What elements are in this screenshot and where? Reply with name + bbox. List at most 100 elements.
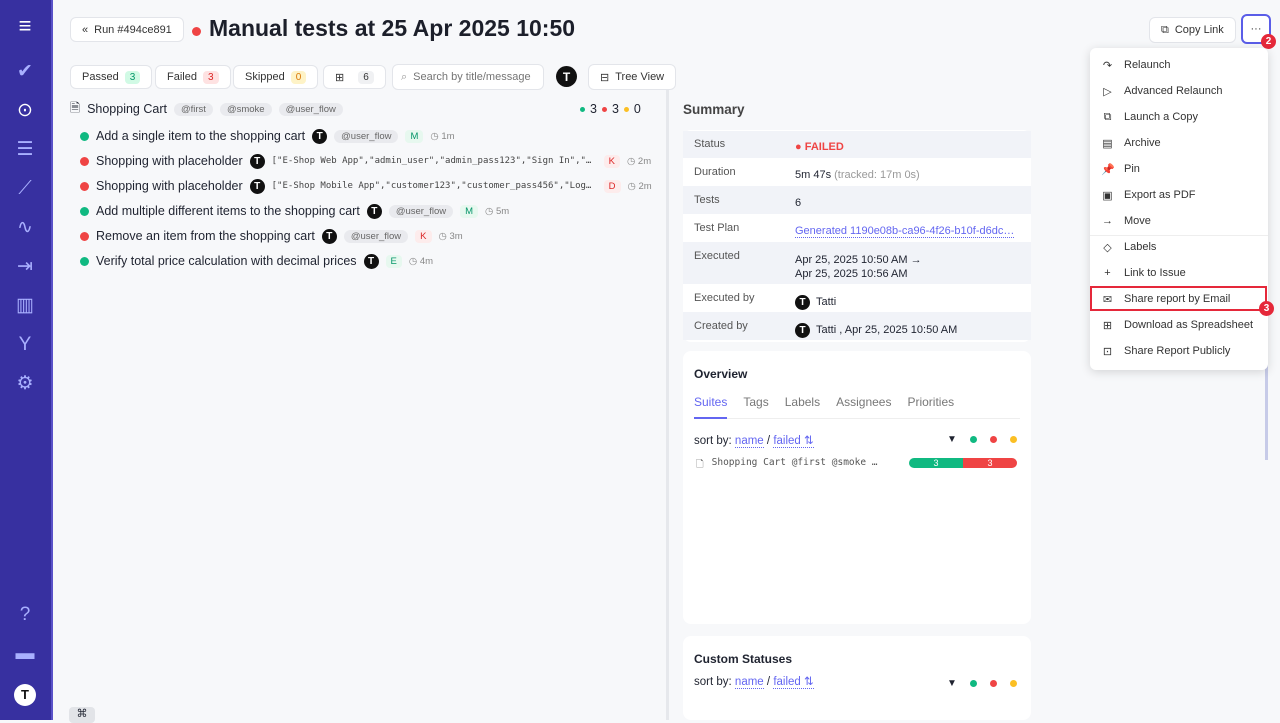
scrollbar[interactable] [1265,360,1268,460]
suite-overview-row[interactable]: 🗋 Shopping Cart @first @smoke … [696,457,878,473]
tag: @user_flow [278,102,343,116]
gear-icon[interactable]: ⚙ [16,373,34,394]
filter-label: Skipped [245,71,285,83]
failed-filter-dot[interactable] [989,680,997,687]
tab-labels[interactable]: Labels [784,395,821,409]
tab-tags[interactable]: Tags [743,395,769,409]
search-input[interactable] [413,71,532,83]
import-icon[interactable]: ⇥ [17,256,33,277]
key: Duration [694,166,736,178]
filter-failed[interactable]: Failed 3 [155,65,231,89]
test-row[interactable]: Add a single item to the shopping cart T @… [80,125,455,147]
summary-row-tests: Tests 6 [683,186,1031,214]
tab-assignees[interactable]: Assignees [836,395,892,409]
passed-filter-dot[interactable] [969,436,977,443]
menu-item-relaunch[interactable]: ↷ Relaunch [1090,53,1268,77]
menu-item-pin[interactable]: 📌 Pin [1090,157,1268,181]
menu-item-launch-a-copy[interactable]: ⧉ Launch a Copy [1090,105,1268,129]
failed-status-icon [192,27,201,36]
key: Tests [694,194,720,206]
passed-count: 3 [590,102,597,116]
command-icon[interactable]: ⌘ [69,707,95,723]
filter-passed[interactable]: Passed 3 [70,65,153,89]
menu-icon[interactable]: ≡ [18,13,32,38]
passed-filter-dot[interactable] [969,680,977,687]
failed-filter-dot[interactable] [989,436,997,443]
menu-item-advanced-relaunch[interactable]: ▷ Advanced Relaunch [1090,79,1268,103]
executed-end: Apr 25, 2025 10:56 AM [795,268,908,280]
filter-skipped[interactable]: Skipped 0 [233,65,319,89]
test-row[interactable]: Shopping with placeholder T ["E-Shop Web A… [80,150,651,172]
test-row[interactable]: Shopping with placeholder T ["E-Shop Mobil… [80,175,652,197]
sort-name-link[interactable]: name [734,435,764,448]
tab-suites[interactable]: Suites [694,395,728,419]
test-plan-link[interactable]: Generated 1190e08b-ca96-4f26-b10f-d6dc… [795,225,1015,238]
skipped-filter-dot[interactable] [1009,436,1017,443]
test-row[interactable]: Add multiple different items to the shop… [80,200,509,222]
test-params: ["E-Shop Mobile App","customer123","cust… [271,181,597,191]
menu-item-export-as-pdf[interactable]: ▣ Export as PDF [1090,183,1268,207]
test-row[interactable]: Verify total price calculation with deci… [80,250,433,272]
duration: ◷ 1m [430,131,454,142]
avatar: T [795,294,810,310]
executed-by-value: Tatti [816,296,837,308]
menu-item-labels[interactable]: ◇ Labels [1090,235,1268,259]
filter-icon[interactable]: ▼ [947,434,957,445]
menu-item-link-to-issue[interactable]: + Link to Issue [1090,261,1268,285]
tree-view-button[interactable]: ⊟ Tree View [588,64,677,90]
search-box[interactable]: ⌕ [392,64,544,90]
back-to-run-button[interactable]: « Run #494ce891 [70,17,184,42]
menu-item-download-as-spreadsheet[interactable]: ⊞ Download as Spreadsheet [1090,313,1268,337]
duration: ◷ 3m [439,231,463,242]
test-title: Add multiple different items to the shop… [96,204,360,218]
branch-icon[interactable]: Y [18,334,32,355]
custom-statuses-card: Custom Statuses sort by: name / failed ⇅… [683,636,1031,720]
export-as-pdf-icon: ▣ [1102,189,1113,202]
tab-priorities[interactable]: Priorities [907,395,955,409]
copy-link-button[interactable]: ⧉ Copy Link [1149,17,1236,43]
tag: @user_flow [343,229,409,243]
skipped-filter-dot[interactable] [1009,680,1017,687]
sort-controls: sort by: name / failed ⇅ [694,433,814,448]
menu-item-move[interactable]: → Move [1090,209,1268,233]
copy-link-label: Copy Link [1174,24,1224,36]
menu-item-label: Pin [1124,163,1140,175]
label-badge: D [603,179,621,193]
menu-item-archive[interactable]: ▤ Archive [1090,131,1268,155]
more-options-menu: ↷ Relaunch ▷ Advanced Relaunch ⧉ Launch a Cop… [1090,48,1268,370]
ellipsis-icon: ··· [1250,23,1262,35]
more-options-button[interactable]: ··· [1241,14,1271,44]
test-row[interactable]: Remove an item from the shopping cart T @u… [80,225,463,247]
passed-status-icon [80,256,89,266]
sort-name-link[interactable]: name [734,676,764,689]
overview-card: Overview Suites Tags Labels Assignees Pr… [683,351,1031,624]
assignee-filter-avatar[interactable]: T [556,66,577,87]
filter-comments[interactable]: ⊞ 6 [323,65,386,89]
steps-icon[interactable]: ⟋ [18,178,32,199]
panel-resize-handle[interactable] [666,90,669,720]
summary-heading: Summary [683,102,745,117]
sort-failed-link[interactable]: failed ⇅ [773,435,814,448]
suite-header[interactable]: 🗎 Shopping Cart @first @smoke @user_flow [70,98,343,120]
custom-statuses-heading: Custom Statuses [694,652,793,666]
summary-row-executed: Executed Apr 25, 2025 10:50 AM → Apr 25, 2… [683,242,1031,284]
folder-icon[interactable]: ▬ [15,643,35,664]
help-icon[interactable]: ? [19,604,31,625]
menu-item-share-report-by-email[interactable]: ✉ Share report by Email [1090,287,1268,311]
chart-icon[interactable]: ▥ [16,295,34,316]
sort-label: sort by: [694,435,732,447]
relaunch-icon: ↷ [1102,59,1113,72]
avatar[interactable]: T [0,682,50,706]
duration-value: 5m 47s [795,169,832,181]
sort-failed-link[interactable]: failed ⇅ [773,676,814,689]
filter-label: Passed [82,71,119,83]
pulse-icon[interactable]: ∿ [17,217,33,238]
tag: @smoke [219,102,272,116]
checklist-icon[interactable]: ☰ [16,139,34,160]
play-circle-icon[interactable]: ⊙ [17,100,33,121]
status-value: ● FAILED [795,141,844,153]
checkmark-icon[interactable]: ✔ [17,61,33,82]
menu-item-share-report-publicly[interactable]: ⊡ Share Report Publicly [1090,339,1268,363]
filter-icon[interactable]: ▼ [947,678,957,689]
